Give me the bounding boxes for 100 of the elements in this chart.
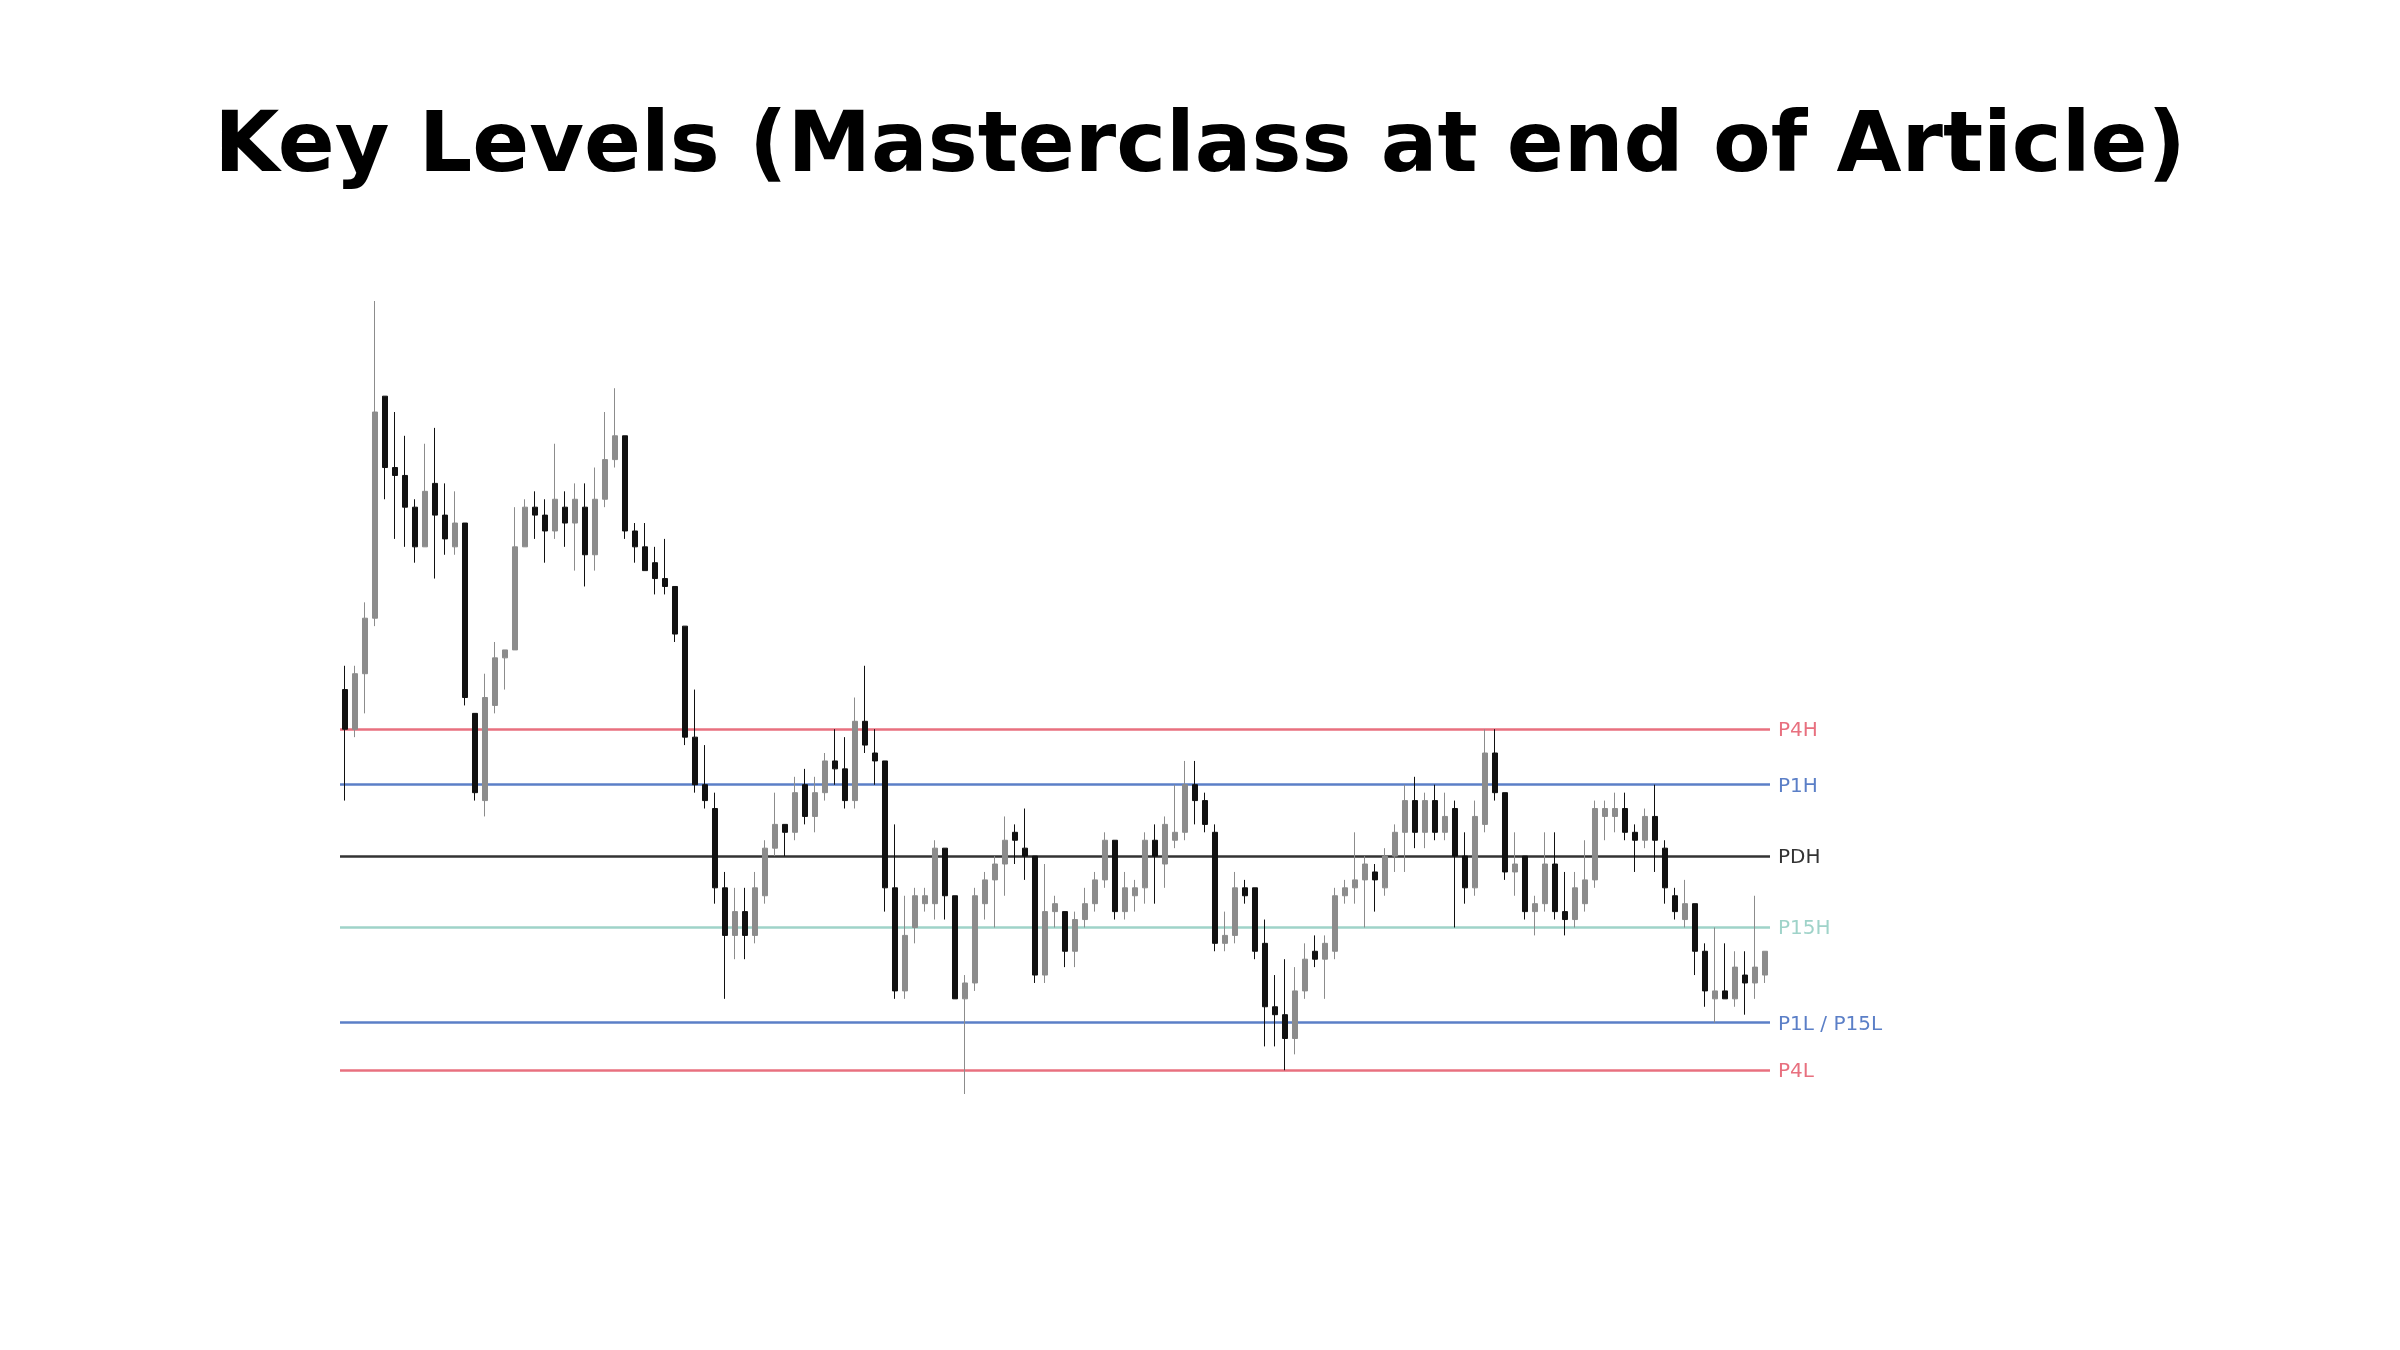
candlestick	[972, 887, 978, 992]
candlestick	[372, 300, 378, 627]
candlestick	[762, 839, 768, 905]
candlestick	[452, 490, 458, 556]
candlestick	[532, 490, 538, 540]
candlestick	[1212, 823, 1218, 952]
candlestick	[582, 482, 588, 587]
candlestick	[1222, 911, 1228, 952]
candlestick	[842, 736, 848, 810]
candlestick	[1672, 887, 1678, 921]
candlestick	[812, 776, 818, 833]
candlestick	[1752, 895, 1758, 1000]
candlestick	[1462, 831, 1468, 905]
candlestick	[1282, 958, 1288, 1071]
candlestick	[1142, 831, 1148, 905]
candlestick	[602, 411, 608, 508]
candlestick	[1542, 831, 1548, 913]
candlestick	[1482, 728, 1488, 833]
candlestick	[552, 443, 558, 540]
candlestick	[752, 871, 758, 944]
candlestick	[652, 546, 658, 595]
candlestick	[1712, 926, 1718, 1024]
candlestick	[922, 887, 928, 913]
candlestick	[1352, 831, 1358, 905]
candlestick	[542, 498, 548, 564]
candlestick	[1532, 895, 1538, 936]
candlestick	[1302, 942, 1308, 1000]
candlestick	[832, 728, 838, 786]
candlestick	[1232, 871, 1238, 944]
ref-line-label: P1H	[1778, 772, 1818, 797]
candlestick	[722, 871, 728, 1000]
candlestick	[492, 641, 498, 714]
candlestick	[1492, 728, 1498, 802]
candlestick	[1072, 911, 1078, 968]
candlestick	[1392, 823, 1398, 873]
candlestick	[872, 728, 878, 786]
candlestick	[1262, 919, 1268, 1047]
candlestick	[1602, 800, 1608, 841]
candlestick	[562, 490, 568, 548]
candlestick	[892, 823, 898, 1000]
candlestick	[1192, 760, 1198, 825]
candlestick	[1412, 776, 1418, 849]
candlestick	[632, 522, 638, 564]
candlestick	[432, 427, 438, 580]
candlestick	[352, 665, 358, 738]
candlestick	[1022, 808, 1028, 881]
candlestick	[1512, 831, 1518, 897]
ref-line-label: P1L / P15L	[1778, 1010, 1883, 1035]
candlestick	[1312, 934, 1318, 968]
candlestick	[392, 411, 398, 540]
chart-title: Key Levels (Masterclass at end of Article)	[214, 93, 2186, 191]
candlestick	[572, 482, 578, 572]
candlestick	[882, 760, 888, 913]
candlestick	[1032, 855, 1038, 984]
candlestick	[502, 649, 508, 691]
candlestick	[1582, 839, 1588, 913]
candlestick	[1012, 823, 1018, 865]
candlestick	[1472, 800, 1478, 897]
candlestick	[1322, 934, 1328, 1000]
candlestick	[1172, 784, 1178, 849]
candlestick	[1252, 887, 1258, 960]
candlestick	[742, 887, 748, 960]
candlestick	[1572, 871, 1578, 928]
candlestick	[592, 467, 598, 572]
candlestick	[1662, 839, 1668, 905]
candlestick	[952, 895, 958, 1000]
candlestick	[1112, 839, 1118, 921]
candlestick	[1362, 855, 1368, 928]
candlestick	[902, 895, 908, 1000]
candlestick	[1702, 942, 1708, 1008]
candlestick	[682, 625, 688, 746]
candlestick	[1452, 800, 1458, 928]
candlestick	[662, 538, 668, 595]
candlestick	[1442, 792, 1448, 841]
candlestick	[672, 585, 678, 643]
candlestick	[862, 665, 868, 754]
candlestick	[1632, 823, 1638, 873]
candlestick	[1042, 863, 1048, 984]
candlestick	[1642, 808, 1648, 849]
candlestick	[1152, 823, 1158, 905]
candlestick	[1162, 815, 1168, 889]
candlestick	[782, 823, 788, 857]
candlestick	[1732, 950, 1738, 1008]
candlestick	[1342, 879, 1348, 905]
candlestick	[992, 855, 998, 928]
ref-line-label: P4L	[1778, 1058, 1815, 1083]
candlestick	[412, 498, 418, 564]
candlestick	[1092, 871, 1098, 913]
candlestick	[1692, 903, 1698, 976]
ref-line-label: PDH	[1778, 844, 1821, 869]
candlestick	[362, 601, 368, 714]
candlestick	[792, 776, 798, 841]
candlestick	[692, 689, 698, 794]
candlestick	[442, 482, 448, 556]
candlestick	[472, 712, 478, 802]
candlestick	[1182, 760, 1188, 841]
candlestick	[1122, 871, 1128, 921]
candlestick	[1102, 831, 1108, 889]
candlestick	[982, 871, 988, 921]
candlestick	[342, 665, 348, 802]
